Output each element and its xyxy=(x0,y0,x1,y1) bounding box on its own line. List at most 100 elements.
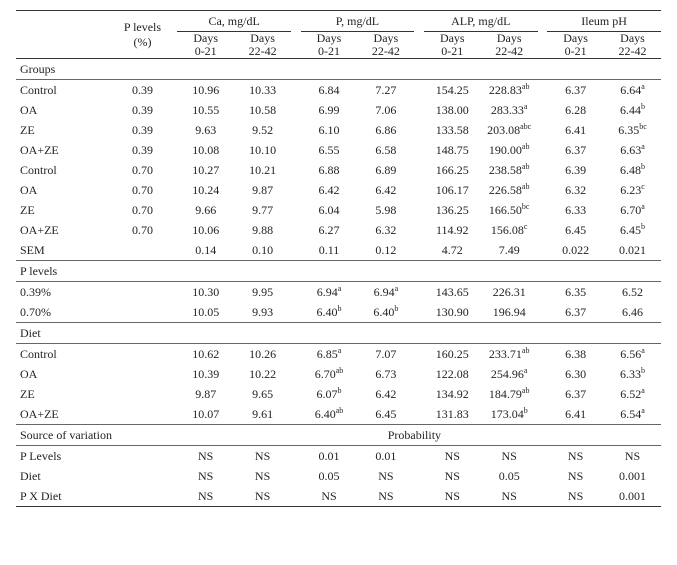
cell: 6.42 xyxy=(357,384,414,404)
cell: 0.12 xyxy=(357,240,414,261)
section-plevels-label: P levels xyxy=(16,261,661,282)
cell: 6.28 xyxy=(547,100,604,120)
data-table: P levels(%) Ca, mg/dL P, mg/dL ALP, mg/d… xyxy=(16,10,661,507)
cell: NS xyxy=(177,466,234,486)
row-label: ZE xyxy=(16,384,117,404)
cell: 6.88 xyxy=(301,160,358,180)
cell: 6.39 xyxy=(547,160,604,180)
cell: 136.25 xyxy=(424,200,481,220)
cell: 6.37 xyxy=(547,384,604,404)
cell: 0.11 xyxy=(301,240,358,261)
cell: 6.86 xyxy=(357,120,414,140)
row-label: ZE xyxy=(16,200,117,220)
row-label: OA xyxy=(16,100,117,120)
table-row: 0.70%10.059.936.40b6.40b130.90196.946.37… xyxy=(16,302,661,323)
cell: 233.71ab xyxy=(481,344,538,365)
cell: 7.06 xyxy=(357,100,414,120)
table-row: OA0.3910.5510.586.997.06138.00283.33a6.2… xyxy=(16,100,661,120)
cell: 10.06 xyxy=(177,220,234,240)
cell: 6.89 xyxy=(357,160,414,180)
cell: 6.99 xyxy=(301,100,358,120)
cell: 226.58ab xyxy=(481,180,538,200)
cell: 238.58ab xyxy=(481,160,538,180)
row-label: P Levels xyxy=(16,446,117,467)
cell: 10.21 xyxy=(234,160,291,180)
cell: 143.65 xyxy=(424,282,481,303)
cell: 6.35bc xyxy=(604,120,661,140)
cell: 148.75 xyxy=(424,140,481,160)
cell: 6.94a xyxy=(357,282,414,303)
cell: 130.90 xyxy=(424,302,481,323)
row-plevel xyxy=(117,446,168,467)
header-days-b: Days22-42 xyxy=(234,32,291,59)
cell: 10.39 xyxy=(177,364,234,384)
cell: 6.23c xyxy=(604,180,661,200)
row-plevel xyxy=(117,486,168,507)
cell: 160.25 xyxy=(424,344,481,365)
cell: 6.84 xyxy=(301,80,358,101)
table-row: Control0.7010.2710.216.886.89166.25238.5… xyxy=(16,160,661,180)
cell: 6.30 xyxy=(547,364,604,384)
cell: 6.37 xyxy=(547,302,604,323)
cell: 226.31 xyxy=(481,282,538,303)
cell: NS xyxy=(177,486,234,507)
cell: 10.26 xyxy=(234,344,291,365)
cell: 6.46 xyxy=(604,302,661,323)
cell: 6.45b xyxy=(604,220,661,240)
cell: NS xyxy=(177,446,234,467)
cell: 6.42 xyxy=(301,180,358,200)
cell: 6.32 xyxy=(547,180,604,200)
header-plevels: P levels(%) xyxy=(117,11,168,59)
cell: 0.01 xyxy=(301,446,358,467)
cell: 10.07 xyxy=(177,404,234,425)
cell: 7.27 xyxy=(357,80,414,101)
cell: 0.021 xyxy=(604,240,661,261)
table-row: ZE0.399.639.526.106.86133.58203.08abc6.4… xyxy=(16,120,661,140)
cell: NS xyxy=(424,486,481,507)
row-label: ZE xyxy=(16,120,117,140)
cell: 6.40b xyxy=(357,302,414,323)
cell: 0.05 xyxy=(481,466,538,486)
cell: 9.61 xyxy=(234,404,291,425)
table-row: P LevelsNSNS0.010.01NSNSNSNS xyxy=(16,446,661,467)
row-label: SEM xyxy=(16,240,117,261)
cell: 10.55 xyxy=(177,100,234,120)
cell: 133.58 xyxy=(424,120,481,140)
cell: 9.88 xyxy=(234,220,291,240)
cell: 190.00ab xyxy=(481,140,538,160)
cell: NS xyxy=(424,466,481,486)
cell: 6.45 xyxy=(357,404,414,425)
cell: 0.10 xyxy=(234,240,291,261)
cell: 6.73 xyxy=(357,364,414,384)
cell: 9.87 xyxy=(234,180,291,200)
cell: 10.08 xyxy=(177,140,234,160)
row-label: Control xyxy=(16,160,117,180)
cell: 6.58 xyxy=(357,140,414,160)
row-plevel: 0.70 xyxy=(117,180,168,200)
cell: 10.24 xyxy=(177,180,234,200)
section-groups-label: Groups xyxy=(16,59,661,80)
cell: 6.37 xyxy=(547,80,604,101)
table-row: Control0.3910.9610.336.847.27154.25228.8… xyxy=(16,80,661,101)
table-row: Control10.6210.266.85a7.07160.25233.71ab… xyxy=(16,344,661,365)
cell: 10.27 xyxy=(177,160,234,180)
cell: 10.30 xyxy=(177,282,234,303)
cell: 6.10 xyxy=(301,120,358,140)
table-row: OA10.3910.226.70ab6.73122.08254.96a6.306… xyxy=(16,364,661,384)
cell: NS xyxy=(547,486,604,507)
row-plevel xyxy=(117,466,168,486)
cell: 6.54a xyxy=(604,404,661,425)
section-sov: Source of variation Probability xyxy=(16,425,661,446)
cell: 6.32 xyxy=(357,220,414,240)
cell: 6.41 xyxy=(547,404,604,425)
cell: 0.01 xyxy=(357,446,414,467)
table-row: ZE0.709.669.776.045.98136.25166.50bc6.33… xyxy=(16,200,661,220)
cell: 6.33b xyxy=(604,364,661,384)
cell: 4.72 xyxy=(424,240,481,261)
cell: NS xyxy=(547,446,604,467)
cell: 6.33 xyxy=(547,200,604,220)
row-plevel xyxy=(117,240,168,261)
cell: 122.08 xyxy=(424,364,481,384)
cell: 6.35 xyxy=(547,282,604,303)
cell: 10.62 xyxy=(177,344,234,365)
